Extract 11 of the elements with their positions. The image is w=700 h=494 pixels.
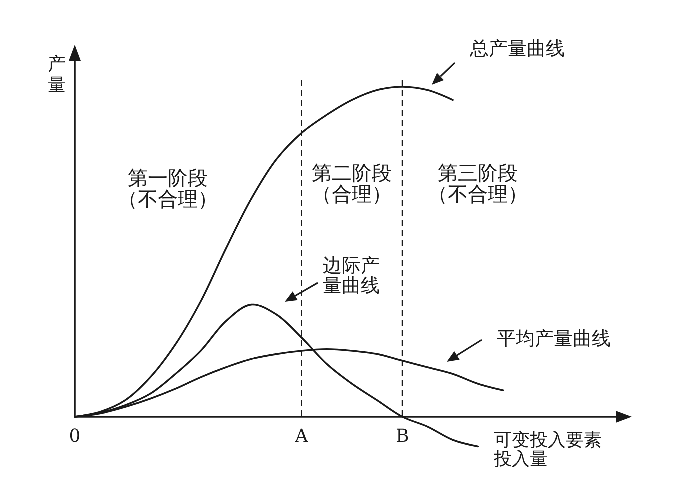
text: 边际产量曲线 <box>323 255 380 297</box>
legend-label: 平均产量曲线 <box>497 328 611 350</box>
annotation: 第二阶段（合理） <box>312 161 392 206</box>
text: 总产量曲线 <box>469 38 565 60</box>
x-tick-label: 0 <box>69 426 81 447</box>
annotation: 第一阶段（不合理） <box>118 166 218 211</box>
y-axis-title: 产量 <box>48 54 66 96</box>
x-tick-label: A <box>294 426 310 447</box>
x-tick-label: B <box>396 426 410 447</box>
annotation: 第三阶段（不合理） <box>428 161 528 206</box>
x-axis-title: 可变投入要素投入量 <box>493 430 602 470</box>
